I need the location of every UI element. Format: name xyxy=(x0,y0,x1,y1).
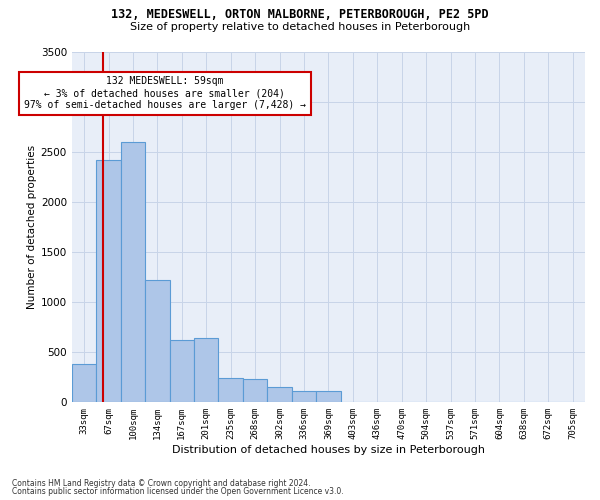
Y-axis label: Number of detached properties: Number of detached properties xyxy=(26,145,37,309)
X-axis label: Distribution of detached houses by size in Peterborough: Distribution of detached houses by size … xyxy=(172,445,485,455)
Bar xyxy=(316,392,341,402)
Bar xyxy=(145,280,170,402)
Bar xyxy=(121,142,145,402)
Bar xyxy=(268,388,292,402)
Text: 132 MEDESWELL: 59sqm
← 3% of detached houses are smaller (204)
97% of semi-detac: 132 MEDESWELL: 59sqm ← 3% of detached ho… xyxy=(24,76,306,110)
Bar xyxy=(170,340,194,402)
Text: Contains HM Land Registry data © Crown copyright and database right 2024.: Contains HM Land Registry data © Crown c… xyxy=(12,478,311,488)
Bar xyxy=(292,391,316,402)
Text: Size of property relative to detached houses in Peterborough: Size of property relative to detached ho… xyxy=(130,22,470,32)
Bar xyxy=(218,378,243,402)
Bar xyxy=(72,364,96,403)
Text: Contains public sector information licensed under the Open Government Licence v3: Contains public sector information licen… xyxy=(12,487,344,496)
Bar xyxy=(96,160,121,402)
Bar xyxy=(243,379,268,402)
Bar xyxy=(194,338,218,402)
Text: 132, MEDESWELL, ORTON MALBORNE, PETERBOROUGH, PE2 5PD: 132, MEDESWELL, ORTON MALBORNE, PETERBOR… xyxy=(111,8,489,20)
